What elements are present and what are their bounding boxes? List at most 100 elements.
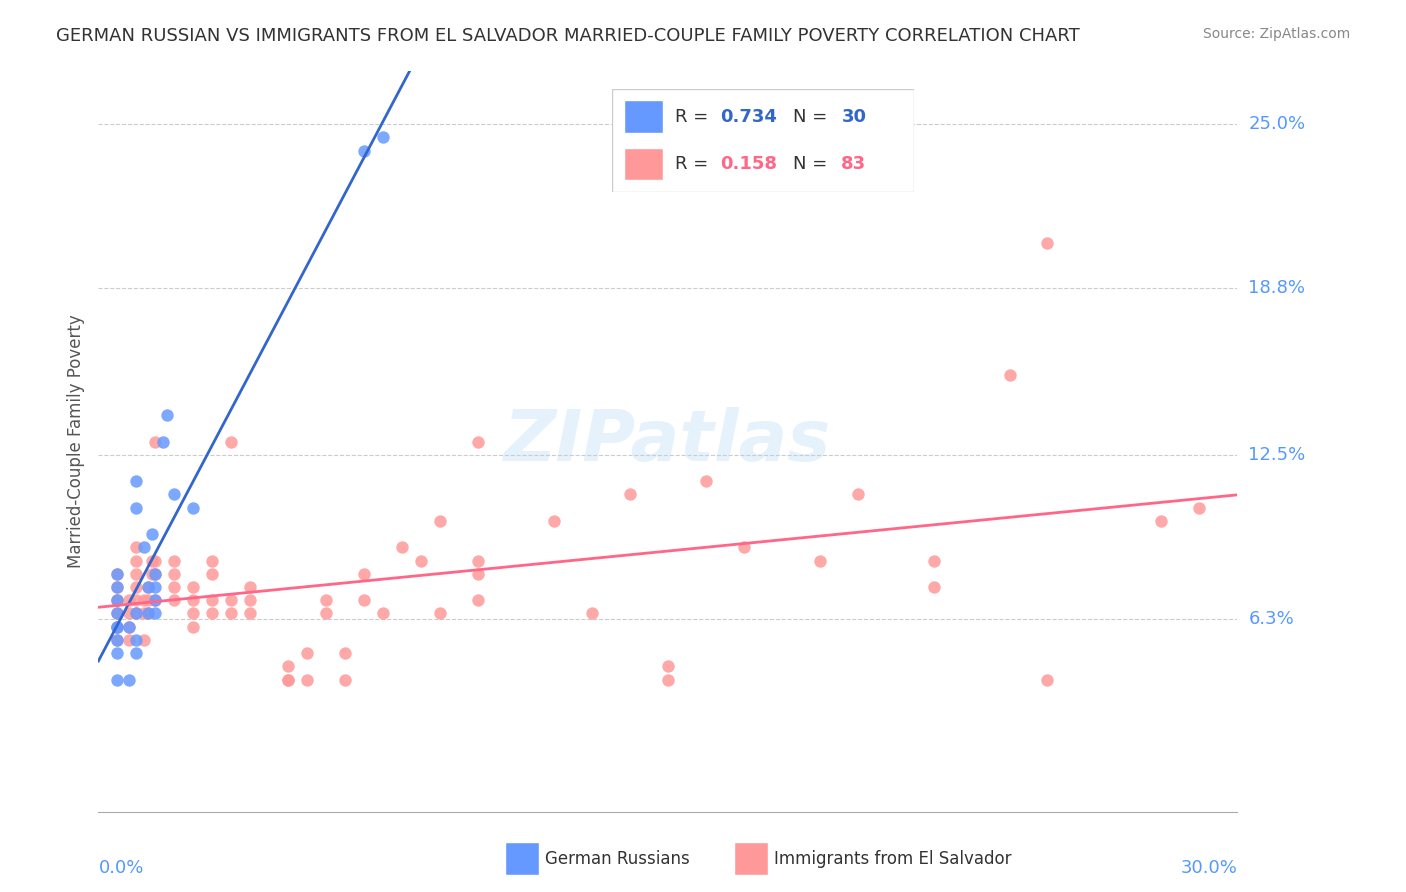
Point: [107, 620, 129, 634]
Point: [163, 566, 186, 581]
Point: [163, 487, 186, 501]
Point: [125, 474, 148, 488]
Point: [467, 553, 489, 567]
Text: 30: 30: [841, 108, 866, 126]
Point: [107, 607, 129, 621]
Point: [922, 553, 945, 567]
Point: [145, 434, 167, 449]
Text: 6.3%: 6.3%: [1249, 610, 1294, 628]
Point: [118, 620, 141, 634]
Point: [808, 553, 831, 567]
Point: [132, 541, 155, 555]
Text: German Russians: German Russians: [546, 849, 690, 868]
Point: [145, 553, 167, 567]
Point: [581, 607, 603, 621]
Point: [315, 593, 337, 607]
Point: [107, 673, 129, 687]
Point: [277, 659, 299, 673]
Point: [125, 607, 148, 621]
Point: [152, 434, 174, 449]
Point: [136, 593, 159, 607]
Point: [239, 593, 262, 607]
Text: ZIPatlas: ZIPatlas: [505, 407, 831, 476]
Point: [132, 593, 155, 607]
FancyBboxPatch shape: [734, 842, 768, 874]
FancyBboxPatch shape: [624, 101, 664, 133]
Point: [163, 553, 186, 567]
Text: R =: R =: [675, 108, 714, 126]
Point: [201, 553, 224, 567]
Y-axis label: Married-Couple Family Poverty: Married-Couple Family Poverty: [66, 315, 84, 568]
Point: [391, 541, 413, 555]
Point: [125, 607, 148, 621]
Point: [543, 514, 565, 528]
Point: [221, 434, 243, 449]
Point: [657, 659, 679, 673]
Point: [125, 566, 148, 581]
Point: [998, 368, 1021, 383]
Point: [107, 580, 129, 594]
Point: [183, 593, 205, 607]
Text: 0.0%: 0.0%: [98, 859, 143, 878]
Point: [107, 566, 129, 581]
Point: [221, 593, 243, 607]
Point: [1036, 236, 1059, 251]
Point: [125, 553, 148, 567]
Text: GERMAN RUSSIAN VS IMMIGRANTS FROM EL SALVADOR MARRIED-COUPLE FAMILY POVERTY CORR: GERMAN RUSSIAN VS IMMIGRANTS FROM EL SAL…: [56, 27, 1080, 45]
Point: [107, 646, 129, 660]
Point: [118, 632, 141, 647]
Point: [141, 527, 163, 541]
Point: [145, 566, 167, 581]
Point: [183, 500, 205, 515]
Point: [107, 620, 129, 634]
Point: [353, 593, 375, 607]
FancyBboxPatch shape: [505, 842, 538, 874]
Point: [183, 580, 205, 594]
Point: [922, 580, 945, 594]
Point: [125, 593, 148, 607]
Point: [467, 566, 489, 581]
Point: [163, 593, 186, 607]
Point: [429, 607, 451, 621]
Point: [163, 580, 186, 594]
Point: [136, 580, 159, 594]
Text: Source: ZipAtlas.com: Source: ZipAtlas.com: [1202, 27, 1350, 41]
Point: [107, 593, 129, 607]
Text: N =: N =: [793, 155, 832, 173]
Point: [201, 566, 224, 581]
Point: [183, 620, 205, 634]
Point: [118, 620, 141, 634]
Text: 18.8%: 18.8%: [1249, 279, 1305, 297]
Point: [657, 673, 679, 687]
Text: 0.734: 0.734: [720, 108, 778, 126]
Point: [277, 673, 299, 687]
Point: [695, 474, 717, 488]
Point: [107, 593, 129, 607]
Point: [297, 673, 319, 687]
Point: [107, 620, 129, 634]
Point: [315, 607, 337, 621]
Point: [353, 566, 375, 581]
Point: [335, 673, 357, 687]
Point: [145, 593, 167, 607]
Point: [107, 607, 129, 621]
Text: 25.0%: 25.0%: [1249, 115, 1306, 133]
Point: [118, 673, 141, 687]
Point: [125, 500, 148, 515]
Text: 12.5%: 12.5%: [1249, 446, 1306, 464]
Text: N =: N =: [793, 108, 832, 126]
Point: [145, 607, 167, 621]
Point: [201, 593, 224, 607]
Point: [132, 607, 155, 621]
Point: [183, 607, 205, 621]
Point: [107, 566, 129, 581]
Point: [141, 566, 163, 581]
Point: [467, 434, 489, 449]
Point: [141, 553, 163, 567]
FancyBboxPatch shape: [624, 148, 664, 180]
Point: [239, 580, 262, 594]
Text: 30.0%: 30.0%: [1181, 859, 1237, 878]
Point: [145, 580, 167, 594]
Text: R =: R =: [675, 155, 714, 173]
Point: [107, 580, 129, 594]
